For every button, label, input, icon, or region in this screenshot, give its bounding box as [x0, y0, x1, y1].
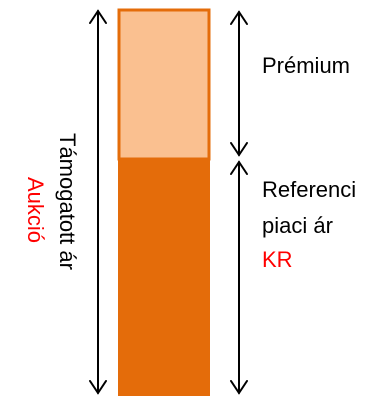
auction-label: Aukció: [23, 177, 48, 244]
supported-price-label: Támogatott ár: [55, 133, 80, 270]
reference-code-label: KR: [262, 247, 293, 272]
premium-label: Prémium: [262, 53, 351, 78]
price-bar: [117, 8, 211, 396]
premium-double-arrow-icon: [230, 10, 248, 157]
reference-label-line2: piaci ár: [262, 213, 333, 238]
reference-segment: [118, 158, 210, 396]
premium-segment: [117, 8, 211, 161]
reference-double-arrow-icon: [230, 160, 248, 395]
reference-label-line1: Referenci: [262, 177, 357, 202]
left-double-arrow-icon: [89, 9, 107, 395]
